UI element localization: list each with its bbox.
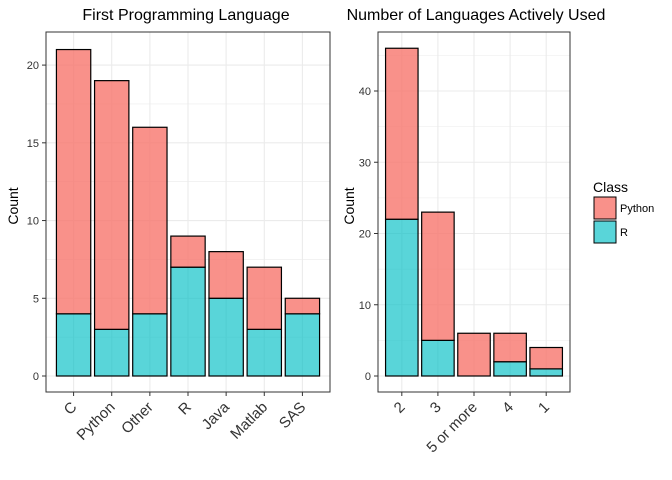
x-tick-label: Python [74,399,119,444]
bar-python-4 [493,332,527,363]
bar-r-other [132,313,168,377]
bar-r-c [55,313,92,377]
bar-python-java [208,251,244,299]
y-tick-label: 0 [33,371,39,383]
legend-key-python [593,196,617,220]
x-tick-label: 4 [499,399,517,417]
legend-label-r: R [620,227,628,239]
x-tick-label: Other [118,399,157,438]
bar-python-2 [384,47,419,220]
chart-first-language: First Programming Language Count 0 5 10 15 2… [5,7,331,444]
bar-r-3 [421,339,455,377]
bar-python-3 [421,211,455,341]
chart-title: First Programming Language [82,7,289,24]
bar-python-sas [284,297,321,315]
bar-python-r [170,235,206,268]
bar-r-1 [529,368,564,377]
bar-r-4 [493,361,527,377]
bar-r-2 [384,218,419,377]
bar-python-other [132,126,168,315]
x-tick-label: 2 [391,399,409,417]
y-tick-label: 15 [27,138,39,150]
bar-python-python [93,80,130,330]
x-tick-label: Matlab [227,399,271,443]
bar-r-java [208,297,244,377]
x-tick-label: Java [199,398,234,433]
legend-title: Class [593,179,628,195]
y-axis-label: Count [341,187,357,224]
bar-r-python [93,328,130,377]
chart-languages-used: Number of Languages Actively Used Count … [341,7,605,456]
y-tick-label: 10 [27,216,39,228]
x-tick-label: R [175,399,195,419]
y-axis-label: Count [5,187,21,224]
legend-key-r [593,220,617,244]
y-tick-label: 5 [33,293,39,305]
bar-python-5-or-more [457,332,491,377]
y-tick-label: 20 [359,229,371,241]
y-tick-label: 30 [359,157,371,169]
y-tick-label: 10 [359,300,371,312]
legend: Class Python R [593,179,654,244]
x-tick-label: 3 [427,399,445,417]
x-tick-label: C [61,399,81,419]
x-tick-label: SAS [276,399,309,432]
x-tick-label: 1 [535,399,553,417]
bar-r-r [170,266,206,377]
legend-label-python: Python [620,203,654,215]
bar-python-c [55,48,92,315]
bar-python-1 [529,346,564,370]
y-tick-label: 40 [359,86,371,98]
y-tick-label: 0 [365,371,371,383]
y-tick-label: 20 [27,60,39,72]
bar-r-matlab [246,328,283,377]
chart-title: Number of Languages Actively Used [347,7,606,24]
bar-python-matlab [246,266,283,330]
bar-r-sas [284,313,321,377]
